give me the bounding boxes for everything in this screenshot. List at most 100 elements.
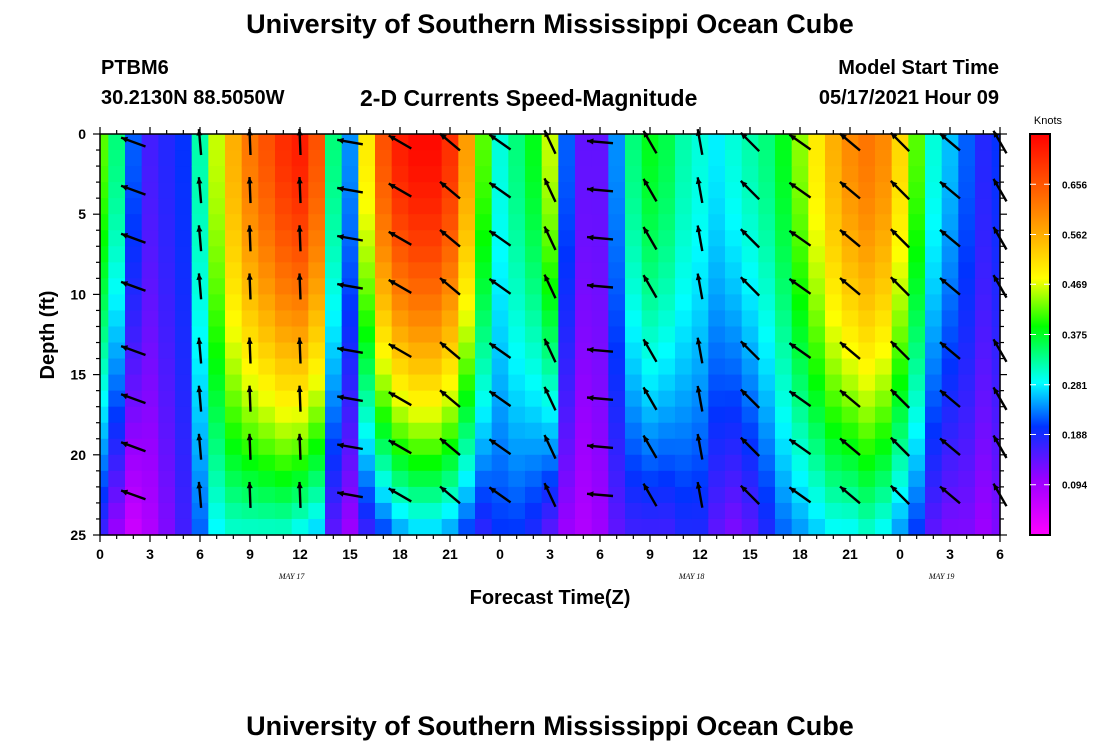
heatmap-cell: [391, 166, 409, 183]
heatmap-cell: [291, 310, 309, 328]
heatmap-cell: [141, 230, 159, 247]
heatmap-cell: [941, 294, 959, 312]
heatmap-cell: [691, 406, 709, 424]
heatmap-cell: [858, 278, 876, 295]
heatmap-cell: [108, 278, 126, 295]
heatmap-cell: [341, 422, 359, 440]
heatmap-cell: [100, 486, 109, 504]
heatmap-cell: [241, 374, 259, 392]
heatmap-cell: [741, 502, 759, 520]
heatmap-cell: [291, 358, 309, 376]
heatmap-cell: [975, 518, 993, 536]
heatmap-cell: [925, 278, 943, 295]
heatmap-cell: [891, 214, 909, 231]
heatmap-cell: [375, 214, 393, 231]
heatmap-cell: [191, 198, 209, 215]
heatmap-cell: [675, 390, 693, 408]
heatmap-cell: [575, 470, 593, 488]
heatmap-cell: [341, 326, 359, 344]
current-vector-arrow: [246, 337, 253, 364]
heatmap-cell: [858, 198, 876, 215]
heatmap-cell: [975, 502, 993, 520]
heatmap-cell: [225, 470, 243, 488]
heatmap-cell: [100, 294, 109, 312]
heatmap-cell: [725, 390, 743, 408]
heatmap-cell: [608, 518, 626, 536]
heatmap-cell: [441, 374, 459, 392]
heatmap-cell: [908, 390, 926, 408]
heatmap-cell: [725, 406, 743, 424]
heatmap-cell: [875, 294, 893, 312]
heatmap-cell: [158, 390, 176, 408]
heatmap-cell: [891, 374, 909, 392]
heatmap-cell: [775, 198, 793, 215]
heatmap-cell: [391, 502, 409, 520]
current-vector-arrow: [388, 342, 412, 359]
heatmap-cell: [708, 214, 726, 231]
heatmap-cell: [875, 182, 893, 199]
heatmap-cell: [358, 230, 376, 247]
heatmap-cell: [608, 486, 626, 504]
heatmap-cell: [691, 518, 709, 536]
heatmap-cell: [100, 406, 109, 424]
y-tick-label: 20: [70, 447, 86, 463]
heatmap-cell: [675, 454, 693, 472]
heatmap-cell: [108, 438, 126, 456]
heatmap-cell: [625, 182, 643, 199]
heatmap-cell: [158, 198, 176, 215]
current-vector-arrow: [388, 487, 412, 503]
heatmap-cell: [808, 454, 826, 472]
heatmap-cell: [591, 374, 609, 392]
heatmap-cell: [641, 150, 659, 167]
heatmap-cell: [958, 262, 976, 279]
heatmap-cell: [725, 326, 743, 344]
heatmap-cell: [958, 358, 976, 376]
heatmap-cell: [100, 182, 109, 199]
heatmap-cell: [808, 214, 826, 231]
heatmap-cell: [475, 454, 493, 472]
heatmap-cell: [725, 518, 743, 536]
heatmap-cell: [108, 358, 126, 376]
current-vector-arrow: [739, 340, 761, 361]
colorbar-tick-label: 0.188: [1062, 430, 1087, 441]
heatmap-cell: [291, 518, 309, 536]
heatmap-cell: [741, 374, 759, 392]
heatmap-cell: [158, 518, 176, 536]
chart-title-bottom: University of Southern Mississippi Ocean…: [246, 711, 854, 741]
heatmap-cell: [841, 374, 859, 392]
heatmap-cell: [175, 310, 193, 328]
heatmap-cell: [341, 262, 359, 279]
heatmap-cell: [125, 214, 143, 231]
heatmap-cell: [425, 502, 443, 520]
heatmap-cell: [575, 406, 593, 424]
heatmap-cell: [575, 182, 593, 199]
heatmap-cell: [775, 438, 793, 456]
heatmap-cell: [541, 262, 559, 279]
heatmap-cell: [875, 198, 893, 215]
heatmap-cell: [458, 230, 476, 247]
heatmap-cell: [825, 310, 843, 328]
heatmap-cell: [208, 278, 226, 295]
heatmap-cell: [741, 214, 759, 231]
heatmap-cell: [175, 438, 193, 456]
heatmap-cell: [608, 198, 626, 215]
heatmap-cell: [691, 262, 709, 279]
heatmap-cell: [258, 518, 276, 536]
heatmap-cell: [641, 326, 659, 344]
heatmap-cell: [341, 150, 359, 167]
current-vector-arrow: [586, 346, 614, 353]
heatmap-cell: [958, 486, 976, 504]
heatmap-cell: [458, 198, 476, 215]
heatmap-cell: [891, 406, 909, 424]
heatmap-cell: [291, 214, 309, 231]
heatmap-cell: [991, 310, 1001, 328]
heatmap-cell: [275, 246, 293, 263]
heatmap-cell: [391, 470, 409, 488]
heatmap-cell: [158, 134, 176, 151]
heatmap-cell: [275, 390, 293, 408]
heatmap-cell: [208, 294, 226, 312]
heatmap-cell: [691, 454, 709, 472]
current-vector-arrow: [196, 433, 203, 460]
heatmap-cell: [691, 246, 709, 263]
heatmap-cell: [141, 214, 159, 231]
